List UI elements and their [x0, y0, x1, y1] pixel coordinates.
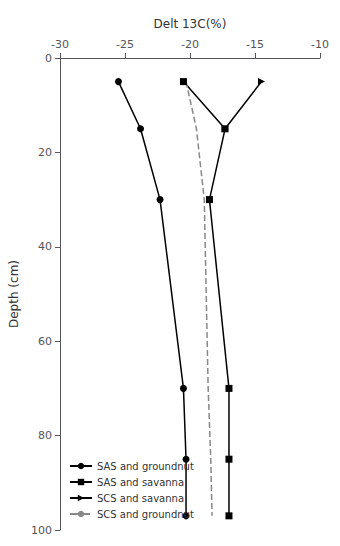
svg-text:20: 20: [38, 146, 52, 159]
svg-text:-30: -30: [51, 38, 69, 51]
svg-text:SCS and savanna: SCS and savanna: [97, 493, 184, 504]
svg-text:-20: -20: [181, 38, 199, 51]
svg-text:SCS and groundnut: SCS and groundnut: [97, 509, 194, 520]
svg-text:SAS and groundnut: SAS and groundnut: [97, 461, 194, 472]
svg-text:80: 80: [38, 429, 52, 442]
svg-text:Delt 13C(%): Delt 13C(%): [154, 17, 227, 31]
svg-text:-15: -15: [246, 38, 264, 51]
svg-text:60: 60: [38, 335, 52, 348]
svg-text:0: 0: [45, 52, 52, 65]
svg-text:-25: -25: [116, 38, 134, 51]
svg-text:-10: -10: [311, 38, 329, 51]
svg-text:100: 100: [31, 524, 52, 537]
svg-text:Depth (cm): Depth (cm): [7, 260, 21, 328]
svg-text:40: 40: [38, 240, 52, 253]
svg-text:SAS and savanna: SAS and savanna: [97, 477, 184, 488]
